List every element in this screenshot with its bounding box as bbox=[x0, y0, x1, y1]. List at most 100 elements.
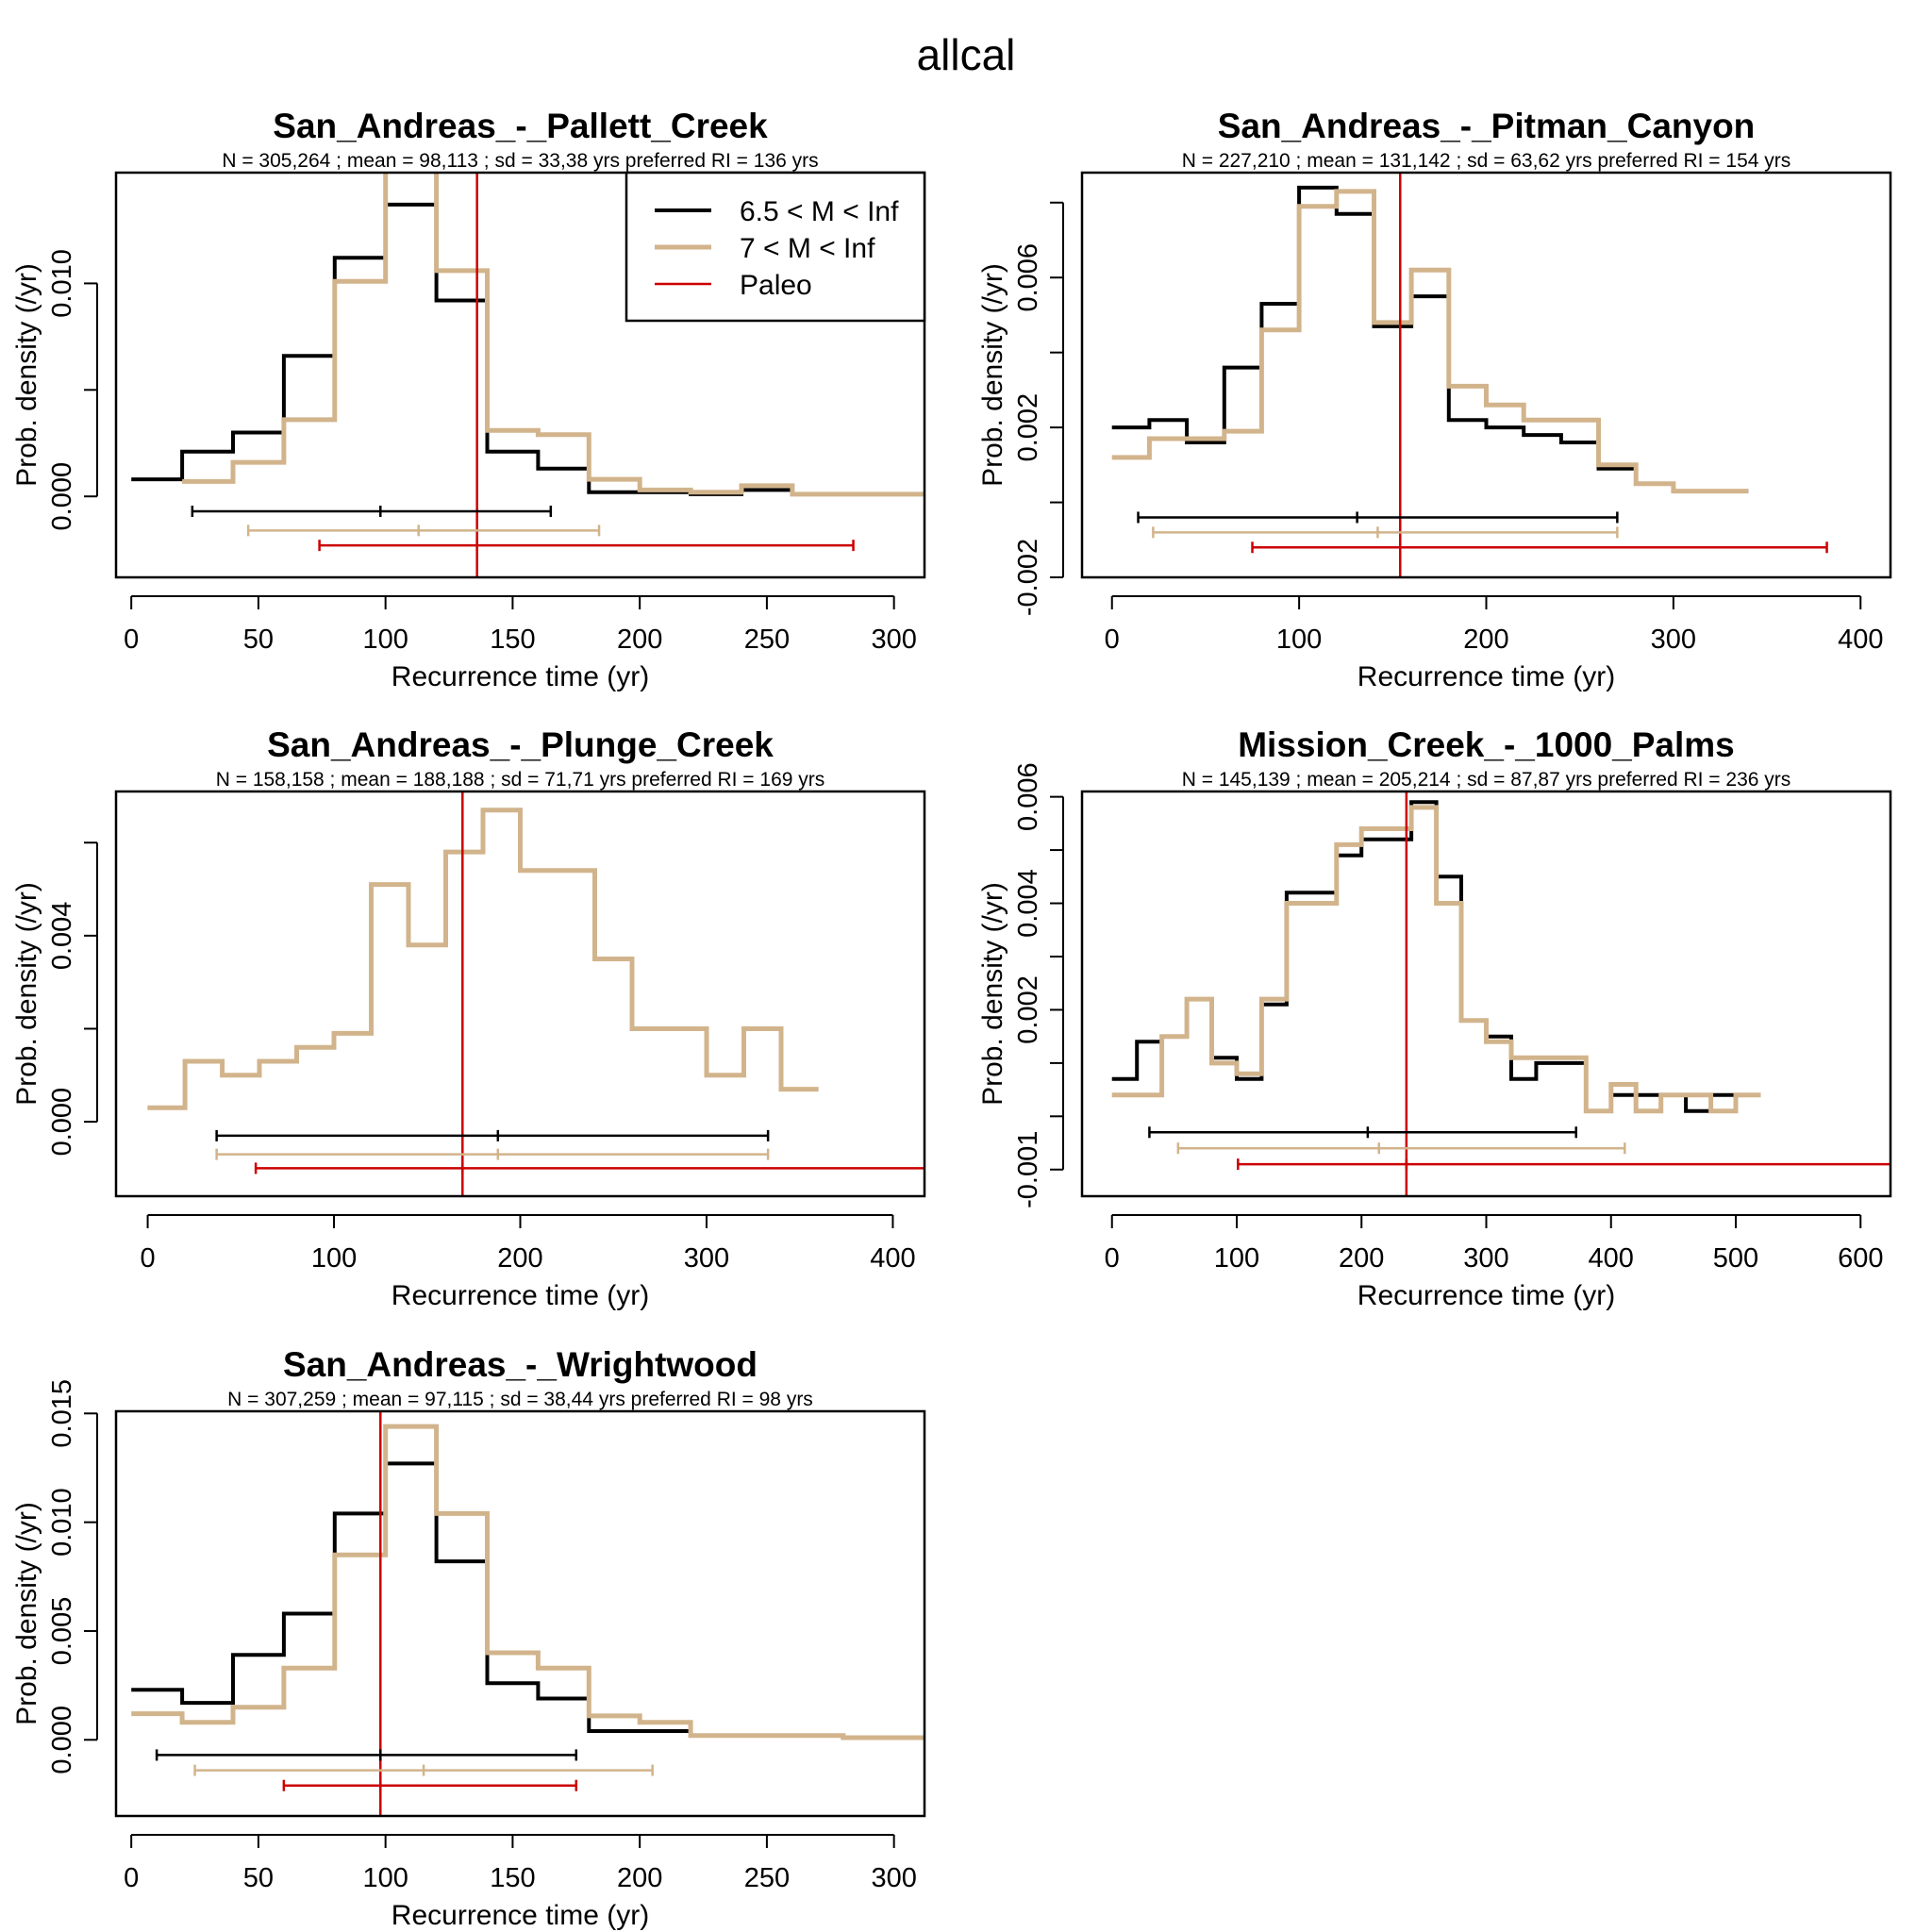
y-tick-label: 0.006 bbox=[1013, 243, 1043, 312]
plot-area bbox=[131, 1411, 924, 1816]
series-m65-step bbox=[131, 202, 924, 496]
x-tick-label: 200 bbox=[1463, 625, 1508, 655]
x-tick-label: 50 bbox=[243, 625, 274, 655]
interval-m7 bbox=[1176, 1142, 1626, 1155]
panel-title: San_Andreas_-_Pallett_Creek bbox=[273, 107, 768, 145]
x-tick-label: 100 bbox=[362, 625, 408, 655]
plot-frame bbox=[114, 1409, 926, 1818]
x-tick-label: 0 bbox=[124, 1863, 139, 1893]
x-tick-label: 150 bbox=[490, 625, 535, 655]
y-tick-label: 0.002 bbox=[1013, 393, 1043, 462]
legend: 6.5 < M < Inf 7 < M < Inf Paleo bbox=[625, 171, 926, 323]
x-tick-label: 0 bbox=[1105, 1243, 1120, 1274]
y-tick-label: 0.000 bbox=[47, 462, 77, 531]
x-tick-label: 300 bbox=[684, 1243, 729, 1274]
legend-label-paleo: Paleo bbox=[740, 270, 812, 301]
x-axis: 0 100 200 300 400 500 600 bbox=[1105, 1214, 1883, 1274]
x-tick-label: 300 bbox=[871, 625, 916, 655]
series-m65-step bbox=[147, 808, 819, 1110]
interval-paleo bbox=[1251, 541, 1828, 554]
x-axis-label: Recurrence time (yr) bbox=[391, 1280, 649, 1311]
series-m7-step bbox=[182, 173, 924, 497]
series-m7-step bbox=[131, 1424, 924, 1740]
interval-paleo bbox=[1237, 1158, 1890, 1171]
x-tick-label: 0 bbox=[1105, 625, 1120, 655]
plot-area bbox=[1111, 173, 1828, 577]
x-axis: 0 100 200 300 400 bbox=[140, 1214, 916, 1274]
plot-frame bbox=[114, 790, 926, 1198]
plot-area bbox=[147, 791, 924, 1196]
x-tick-label: 100 bbox=[1214, 1243, 1259, 1274]
x-tick-label: 50 bbox=[243, 1863, 274, 1893]
panel-subtitle: N = 227,210 ; mean = 131,142 ; sd = 63,6… bbox=[1182, 150, 1791, 172]
series-m7-step bbox=[147, 808, 819, 1110]
y-axis-label: Prob. density (/yr) bbox=[11, 1502, 42, 1725]
x-axis: 0 50 100 150 200 250 300 bbox=[124, 595, 917, 655]
y-tick-label: 0.010 bbox=[47, 1488, 77, 1557]
x-tick-label: 150 bbox=[490, 1863, 535, 1893]
series-m7-step bbox=[1111, 805, 1761, 1114]
y-axis: 0.000 0.010 bbox=[47, 249, 98, 531]
x-tick-label: 300 bbox=[871, 1863, 916, 1893]
panel-title: San_Andreas_-_Plunge_Creek bbox=[267, 725, 774, 764]
chart-panel-5: San_Andreas_-_Wrightwood N = 307,259 ; me… bbox=[11, 1345, 926, 1931]
interval-paleo bbox=[318, 540, 855, 552]
y-tick-label: 0.010 bbox=[47, 249, 77, 318]
series-m65-step bbox=[1111, 185, 1749, 493]
series-m65-step bbox=[131, 1461, 924, 1740]
interval-m65 bbox=[1148, 1126, 1577, 1139]
y-axis-label: Prob. density (/yr) bbox=[977, 263, 1008, 487]
interval-m65 bbox=[215, 1129, 770, 1141]
y-tick-label: -0.002 bbox=[1013, 539, 1043, 616]
x-tick-label: 400 bbox=[1589, 1243, 1634, 1274]
interval-m65 bbox=[191, 506, 553, 518]
y-axis-label: Prob. density (/yr) bbox=[11, 263, 42, 487]
panel-title: Mission_Creek_-_1000_Palms bbox=[1238, 725, 1735, 764]
x-tick-label: 200 bbox=[1339, 1243, 1384, 1274]
x-tick-label: 500 bbox=[1713, 1243, 1758, 1274]
y-axis-label: Prob. density (/yr) bbox=[977, 882, 1008, 1106]
x-tick-label: 400 bbox=[870, 1243, 915, 1274]
legend-label-m7: 7 < M < Inf bbox=[740, 233, 875, 264]
y-tick-label: 0.000 bbox=[47, 1706, 77, 1774]
y-axis: 0.000 0.005 0.010 0.015 bbox=[47, 1379, 98, 1774]
y-axis: -0.002 0.002 0.006 bbox=[1013, 201, 1064, 616]
legend-label-m65: 6.5 < M < Inf bbox=[740, 196, 899, 227]
x-tick-label: 200 bbox=[497, 1243, 542, 1274]
interval-m7 bbox=[193, 1764, 654, 1776]
interval-paleo bbox=[254, 1162, 924, 1174]
interval-paleo bbox=[282, 1779, 578, 1791]
x-tick-label: 0 bbox=[140, 1243, 155, 1274]
x-tick-label: 100 bbox=[1276, 625, 1322, 655]
panels: San_Andreas_-_Pallett_Creek N = 305,264 ;… bbox=[11, 107, 1892, 1931]
x-axis-label: Recurrence time (yr) bbox=[391, 661, 649, 692]
x-axis-label: Recurrence time (yr) bbox=[1357, 661, 1615, 692]
plot-frame bbox=[1080, 171, 1892, 579]
x-axis: 0 50 100 150 200 250 300 bbox=[124, 1834, 917, 1893]
panel-subtitle: N = 307,259 ; mean = 97,115 ; sd = 38,44… bbox=[227, 1389, 813, 1410]
y-tick-label: 0.002 bbox=[1013, 975, 1043, 1044]
x-tick-label: 400 bbox=[1838, 625, 1883, 655]
plot-frame bbox=[1080, 790, 1892, 1198]
y-axis: -0.001 0.002 0.004 0.006 bbox=[1013, 762, 1064, 1208]
y-tick-label: 0.004 bbox=[1013, 869, 1043, 938]
chart-panel-3: San_Andreas_-_Plunge_Creek N = 158,158 ; … bbox=[11, 725, 926, 1311]
plot-frame bbox=[114, 171, 926, 579]
x-tick-label: 100 bbox=[311, 1243, 357, 1274]
y-tick-label: 0.006 bbox=[1013, 762, 1043, 831]
x-tick-label: 0 bbox=[124, 625, 139, 655]
y-axis: 0.000 0.004 bbox=[47, 841, 98, 1157]
x-tick-label: 300 bbox=[1463, 1243, 1508, 1274]
y-tick-label: -0.001 bbox=[1013, 1131, 1043, 1208]
figure-title: allcal bbox=[917, 30, 1016, 79]
panel-subtitle: N = 145,139 ; mean = 205,214 ; sd = 87,8… bbox=[1182, 769, 1791, 791]
y-tick-label: 0.000 bbox=[47, 1088, 77, 1157]
x-tick-label: 100 bbox=[362, 1863, 408, 1893]
panel-title: San_Andreas_-_Wrightwood bbox=[283, 1345, 758, 1384]
interval-m7 bbox=[215, 1148, 770, 1160]
plot-area bbox=[1111, 791, 1890, 1196]
panel-subtitle: N = 158,158 ; mean = 188,188 ; sd = 71,7… bbox=[216, 769, 825, 791]
chart-panel-2: San_Andreas_-_Pitman_Canyon N = 227,210 ;… bbox=[977, 107, 1892, 692]
interval-m7 bbox=[246, 525, 601, 537]
